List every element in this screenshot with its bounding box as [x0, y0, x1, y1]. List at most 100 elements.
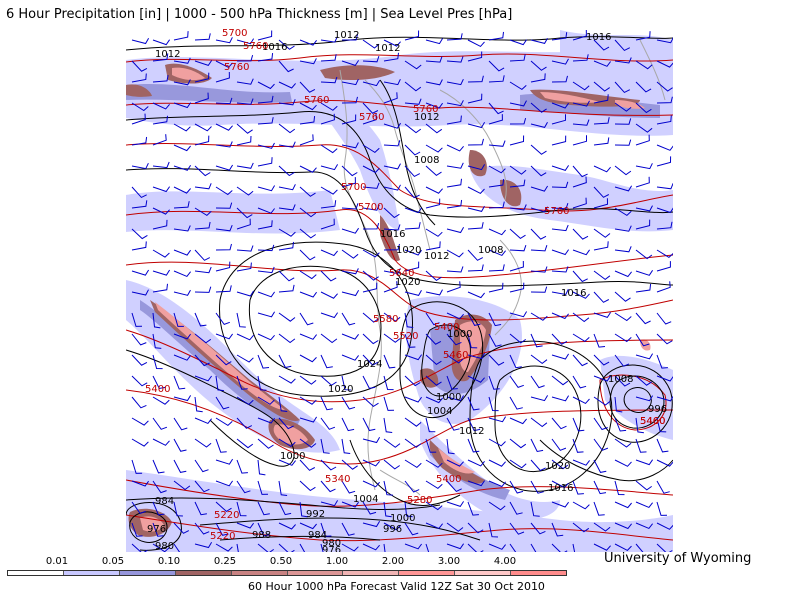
wind-barb	[614, 118, 632, 125]
wind-barb	[362, 80, 381, 87]
wind-barb	[614, 291, 631, 302]
legend-label: 0.05	[101, 556, 125, 567]
wind-barb	[446, 417, 460, 431]
legend-swatch	[175, 571, 232, 575]
wind-barb	[341, 165, 358, 177]
wind-barb	[278, 396, 288, 412]
wind-barb	[530, 37, 548, 44]
wind-barb	[446, 543, 465, 550]
wind-barb	[530, 286, 548, 293]
wind-barb	[425, 543, 430, 552]
wind-barb	[656, 501, 668, 516]
wind-barb	[467, 222, 484, 230]
wind-barb	[131, 438, 149, 447]
wind-barb	[488, 114, 503, 125]
wind-barb	[236, 501, 247, 517]
wind-barb	[509, 438, 527, 449]
wind-barb	[488, 375, 500, 390]
wind-barb	[551, 266, 569, 273]
wind-barb	[236, 218, 251, 230]
pressure-label: 1012	[414, 112, 439, 123]
wind-barb	[215, 501, 232, 513]
wind-barb	[320, 102, 338, 111]
wind-barb	[530, 312, 548, 321]
wind-barb	[467, 164, 486, 171]
wind-barb	[194, 501, 207, 516]
wind-barb	[509, 282, 525, 293]
wind-barb	[152, 543, 170, 552]
wind-barb	[404, 312, 414, 328]
wind-barb	[194, 438, 212, 448]
wind-barb	[278, 284, 295, 293]
wind-barb	[404, 396, 423, 403]
wind-barb	[572, 354, 588, 367]
wind-barb	[509, 375, 524, 389]
wind-barb	[383, 354, 396, 369]
wind-barb	[131, 136, 148, 146]
wind-barb	[551, 522, 564, 537]
wind-barb	[467, 459, 485, 467]
wind-barb	[551, 224, 569, 232]
wind-barb	[509, 522, 525, 535]
pressure-label: 1004	[353, 494, 378, 505]
wind-barb	[551, 181, 569, 189]
wind-barb	[488, 312, 502, 327]
wind-barb	[131, 333, 147, 346]
wind-barb	[635, 333, 650, 347]
wind-barb	[215, 458, 234, 465]
wind-barb	[551, 543, 568, 552]
wind-barb	[320, 375, 337, 386]
wind-barb	[152, 115, 168, 125]
wind-barb	[425, 56, 443, 63]
wind-barb	[656, 522, 673, 530]
thickness-label: 5700	[358, 202, 383, 213]
wind-barb	[320, 396, 333, 411]
wind-barb	[593, 543, 611, 551]
wind-barb	[383, 522, 401, 531]
wind-barb	[488, 459, 506, 467]
wind-barb	[194, 417, 212, 425]
wind-barb	[446, 100, 464, 107]
wind-barb	[446, 266, 464, 273]
wind-barb	[488, 140, 506, 147]
wind-barb	[257, 501, 270, 516]
wind-barb	[320, 164, 339, 171]
pressure-label: 1004	[427, 406, 452, 417]
wind-barb	[446, 480, 462, 493]
wind-barb	[488, 501, 506, 511]
wind-barb	[425, 480, 443, 490]
wind-barb	[362, 396, 379, 408]
wind-barb	[215, 285, 232, 293]
wind-barb	[488, 102, 504, 115]
wind-barb	[509, 260, 524, 272]
thickness-label: 5760	[243, 41, 268, 52]
wind-barb	[362, 282, 378, 293]
wind-barb	[257, 333, 275, 341]
wind-barb	[257, 53, 274, 62]
wind-barb	[383, 207, 400, 219]
wind-barb	[236, 78, 254, 85]
wind-barb	[593, 333, 606, 348]
pressure-label: 1020	[396, 245, 421, 256]
wind-barb	[425, 354, 442, 366]
wind-barb	[341, 96, 358, 104]
wind-barb	[257, 244, 275, 252]
wind-barb	[131, 162, 149, 170]
wind-barb	[509, 459, 527, 469]
wind-barb	[488, 438, 506, 447]
wind-barb	[614, 270, 632, 278]
wind-barb	[383, 140, 401, 147]
wind-barb	[257, 266, 275, 274]
wind-barb	[635, 375, 652, 386]
wind-barb	[467, 249, 484, 261]
wind-barb	[656, 480, 670, 494]
wind-barb	[362, 222, 380, 230]
thickness-label: 5700	[222, 28, 247, 39]
pressure-label: 1012	[424, 251, 449, 262]
wind-barb	[152, 375, 166, 390]
wind-barb	[404, 186, 420, 199]
wind-barb	[551, 501, 570, 508]
wind-barb	[488, 179, 505, 188]
wind-barb	[257, 142, 275, 149]
wind-barb	[635, 417, 644, 434]
